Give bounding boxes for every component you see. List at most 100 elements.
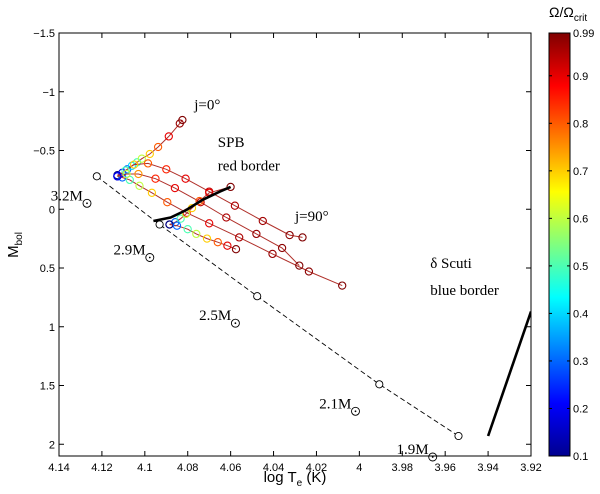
solar-symbol-icon <box>230 318 240 328</box>
annotation-2: j=90° <box>294 209 329 225</box>
x-tick-label-7: 4.02 <box>306 462 327 474</box>
colorbar-tick-label-5: 0.5 <box>573 261 588 273</box>
x-tick-label-9: 3.98 <box>392 462 413 474</box>
track-2-point-8 <box>205 219 214 228</box>
x-tick-label-2: 4.12 <box>91 462 112 474</box>
track-1-point-6 <box>137 154 146 163</box>
colorbar-tick-label-8: 0.8 <box>573 118 588 130</box>
colorbar-ticks: 0.1 0.2 0.3 0.4 0.5 0.6 0.7 0.8 0.9 0.99 <box>549 28 594 463</box>
mass-label-3: 2.5M <box>199 308 240 328</box>
y-axis-title: Mbol <box>5 232 25 258</box>
plot-frame <box>58 32 532 457</box>
track-1-point-8 <box>153 142 163 152</box>
x-axis-title: log Te (K) <box>264 469 327 489</box>
annotations-layer: 3.2M 2.9M 2.5M 2.1M 1.9M j=0° j=90° SPB red bord… <box>51 97 499 462</box>
x-tick-label-4: 4.08 <box>177 462 198 474</box>
track-2-point-5 <box>147 188 157 197</box>
solar-symbol-dot <box>354 410 357 413</box>
zams-point-1 <box>92 172 101 181</box>
annotation-1: j=0° <box>193 97 220 113</box>
x-tick-label-11: 3.94 <box>477 462 498 474</box>
mass-label-5: 1.9M <box>396 442 438 462</box>
track-3-point-11 <box>298 233 307 242</box>
colorbar-title: Ω/Ωcrit <box>549 4 587 24</box>
colorbar-tick-label-9: 0.9 <box>573 71 588 83</box>
delta-scuti-blue-border-line <box>486 311 531 437</box>
x-tick-label-10: 3.96 <box>434 462 455 474</box>
track-4-point-10 <box>295 261 304 270</box>
track-2-point-4 <box>135 181 144 190</box>
colorbar-tick-label-2: 0.2 <box>573 403 588 415</box>
x-tick-label-12: 3.92 <box>520 462 541 474</box>
track-2-point-10 <box>268 249 277 259</box>
y-tick-label-5: 0.5 <box>40 263 55 275</box>
mass-label-text-3: 2.5M <box>199 308 231 324</box>
plot-area <box>59 33 531 456</box>
colorbar-tick-label-1: 0.1 <box>573 451 588 463</box>
solar-symbol-icon <box>428 452 438 462</box>
x-tick-label-8: 4 <box>356 462 362 474</box>
track-6-point-4 <box>192 229 201 239</box>
solar-symbol-icon <box>145 253 155 262</box>
track-6-point-8 <box>231 245 241 254</box>
zams-point-4 <box>375 380 384 389</box>
track-2-point-9 <box>235 233 244 242</box>
track-5-point-3 <box>176 214 185 223</box>
annotation-4: red border <box>218 159 280 175</box>
colorbar-tick-label-4: 0.4 <box>573 308 588 320</box>
track-3-point-4 <box>143 159 153 168</box>
solar-symbol-dot <box>234 322 237 325</box>
track-3-point-8 <box>230 201 240 210</box>
track-4-point-4 <box>151 174 160 183</box>
track-1-point-7 <box>145 149 154 159</box>
x-tick-label-1: 4.14 <box>48 462 69 474</box>
track-6-point-6 <box>213 238 222 247</box>
annotation-6: blue border <box>430 283 499 299</box>
track-2-point-11 <box>304 267 314 276</box>
track-2-point-12 <box>338 281 347 290</box>
colorbar <box>548 32 571 457</box>
track-3-point-10 <box>285 230 294 240</box>
solar-symbol-icon <box>82 198 92 208</box>
mass-label-4: 2.1M <box>319 396 360 416</box>
solar-symbol-icon <box>351 406 360 416</box>
solar-symbol-dot <box>431 456 434 458</box>
annotation-5: δ Scuti <box>430 256 472 272</box>
y-tick-label-4: 0 <box>49 204 55 216</box>
zams-point-3 <box>253 292 262 301</box>
track-3-point-9 <box>258 216 267 226</box>
rotating-track-line-2 <box>117 175 343 287</box>
track-6-point-5 <box>202 234 212 243</box>
track-4-point-2 <box>122 169 131 179</box>
track-3-point-6 <box>181 174 190 183</box>
track-6-point-7 <box>223 241 232 250</box>
x-tick-label-3: 4.1 <box>137 462 152 474</box>
y-tick-label-6: 1 <box>49 322 55 334</box>
rotating-track-line-5 <box>169 186 231 225</box>
solar-symbol-dot <box>86 202 88 205</box>
rotating-track-line-6 <box>169 224 237 250</box>
x-tick-label-6: 4.04 <box>263 462 284 474</box>
mass-label-text-5: 1.9M <box>396 442 428 458</box>
track-4-point-9 <box>277 243 287 253</box>
y-tick-label-2: −1 <box>42 87 55 99</box>
track-4-point-5 <box>170 183 180 193</box>
mass-label-2: 2.9M <box>114 243 155 262</box>
track-4-point-1 <box>113 172 122 181</box>
y-tick-label-3: −0.5 <box>33 146 55 158</box>
track-4-point-7 <box>222 213 231 222</box>
colorbar-tick-label-10: 0.99 <box>573 28 594 40</box>
y-tick-label-1: −1.5 <box>33 28 55 40</box>
track-3-point-3 <box>129 160 139 169</box>
track-4-point-3 <box>134 169 143 179</box>
mass-label-text-2: 2.9M <box>114 243 146 259</box>
mass-label-text-1: 3.2M <box>51 188 83 204</box>
track-3-point-5 <box>162 165 171 174</box>
colorbar-tick-label-6: 0.6 <box>573 213 588 225</box>
tracks-layer <box>92 115 531 441</box>
y-tick-label-8: 2 <box>49 439 55 451</box>
zams-point-2 <box>155 220 164 229</box>
track-2-point-6 <box>163 198 172 207</box>
colorbar-tick-label-3: 0.3 <box>573 356 588 368</box>
